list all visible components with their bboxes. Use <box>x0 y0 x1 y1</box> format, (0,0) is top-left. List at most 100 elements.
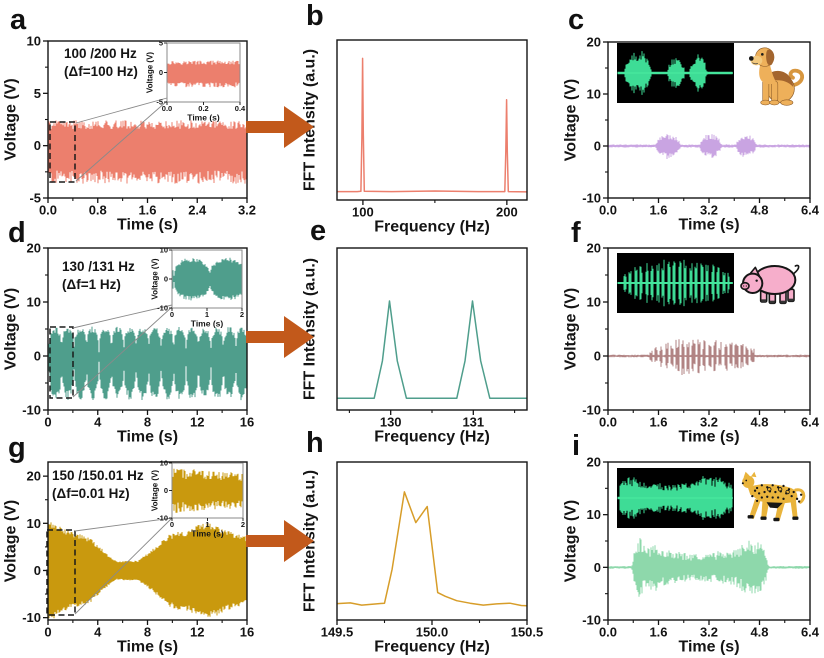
svg-text:Time (s): Time (s) <box>678 216 739 233</box>
svg-text:0.0: 0.0 <box>162 104 172 113</box>
zoom-region-box <box>49 121 76 183</box>
svg-text:Voltage (V): Voltage (V) <box>146 52 155 94</box>
panel-label-h: h <box>306 427 324 459</box>
panel-label-g: g <box>8 432 26 464</box>
svg-text:10: 10 <box>160 246 168 255</box>
zoom-connector-line <box>72 306 173 398</box>
chart-waveform-i: 0.0 1.6 3.2 4.8 6.4 -10 0 10 20 Time (s) Voltage (… <box>563 455 820 656</box>
svg-text:(Δf=1 Hz): (Δf=1 Hz) <box>62 277 121 292</box>
chart-waveform-f: 0.0 1.6 3.2 4.8 6.4 -10 0 10 20 Time (s) Voltage (… <box>563 241 820 446</box>
svg-text:4: 4 <box>94 415 102 430</box>
waveform-trace <box>47 522 248 619</box>
svg-text:10: 10 <box>27 34 41 49</box>
svg-text:10: 10 <box>587 507 601 522</box>
svg-text:4.8: 4.8 <box>750 203 768 218</box>
svg-text:0: 0 <box>34 138 41 153</box>
svg-text:Time (s): Time (s) <box>678 428 739 445</box>
svg-text:0: 0 <box>159 68 163 77</box>
svg-text:4: 4 <box>94 625 102 640</box>
svg-text:5: 5 <box>34 86 41 101</box>
fft-curve <box>337 57 528 193</box>
waveform-trace <box>172 468 243 513</box>
svg-text:4.8: 4.8 <box>750 625 768 640</box>
svg-text:2.4: 2.4 <box>188 203 207 218</box>
plot-frame <box>336 247 528 411</box>
zoom-connector-line <box>75 100 168 182</box>
svg-text:(Δf=100 Hz): (Δf=100 Hz) <box>64 64 138 79</box>
svg-text:16: 16 <box>240 625 254 640</box>
panel-label-b: b <box>306 0 324 32</box>
svg-text:20: 20 <box>27 241 41 256</box>
svg-text:10: 10 <box>587 87 601 102</box>
svg-text:10: 10 <box>27 516 41 531</box>
svg-text:-10: -10 <box>157 514 168 523</box>
panel-label-i: i <box>572 430 581 462</box>
svg-text:10: 10 <box>160 459 168 468</box>
dog-image <box>748 47 805 106</box>
svg-text:10: 10 <box>27 295 41 310</box>
oscilloscope-inset <box>617 253 734 313</box>
panel-label-d: d <box>8 217 26 249</box>
svg-text:20: 20 <box>27 469 41 484</box>
svg-text:1.6: 1.6 <box>649 203 667 218</box>
waveform-trace <box>47 120 248 184</box>
svg-text:0: 0 <box>594 139 601 154</box>
fft-curve <box>336 491 528 607</box>
svg-text:5: 5 <box>159 39 163 48</box>
svg-text:100 /200 Hz: 100 /200 Hz <box>64 46 137 61</box>
svg-text:0.2: 0.2 <box>198 104 208 113</box>
svg-text:150 /150.01 Hz: 150 /150.01 Hz <box>52 468 144 483</box>
svg-text:16: 16 <box>240 415 254 430</box>
zoom-region-box <box>46 529 76 616</box>
svg-text:Voltage (V): Voltage (V) <box>563 288 580 370</box>
panel-label-f: f <box>571 217 581 249</box>
svg-text:Time (s): Time (s) <box>187 112 220 122</box>
svg-text:0: 0 <box>170 520 174 529</box>
svg-text:FFT Intensity (a.u.): FFT Intensity (a.u.) <box>302 258 319 400</box>
plot-frame <box>336 39 528 201</box>
svg-text:FFT Intensity (a.u.): FFT Intensity (a.u.) <box>302 49 319 191</box>
flow-arrow-icon <box>246 316 314 358</box>
svg-text:2: 2 <box>240 310 244 319</box>
svg-text:0.0: 0.0 <box>599 203 617 218</box>
svg-text:2: 2 <box>241 520 245 529</box>
svg-text:6.4: 6.4 <box>801 625 820 640</box>
svg-text:-10: -10 <box>22 610 41 625</box>
svg-text:10: 10 <box>587 295 601 310</box>
svg-text:0: 0 <box>164 275 168 284</box>
svg-text:-10: -10 <box>22 403 41 418</box>
svg-text:131: 131 <box>462 415 484 430</box>
svg-text:4.8: 4.8 <box>750 415 768 430</box>
waveform-trace <box>607 339 811 375</box>
svg-text:-5: -5 <box>29 191 41 206</box>
svg-text:8: 8 <box>144 415 151 430</box>
svg-text:Time (s): Time (s) <box>678 638 739 655</box>
svg-text:3.2: 3.2 <box>700 415 718 430</box>
svg-text:Frequency (Hz): Frequency (Hz) <box>374 428 490 445</box>
oscilloscope-inset <box>617 468 734 528</box>
svg-text:20: 20 <box>587 241 601 256</box>
waveform-trace <box>607 538 811 597</box>
svg-text:Voltage (V): Voltage (V) <box>3 78 20 160</box>
zoom-connector-line <box>74 517 173 615</box>
chart-waveform-a: 0.0 0.8 1.6 2.4 3.2 -5 0 5 10 Time (s) Voltage (V)… <box>3 34 257 234</box>
svg-text:100: 100 <box>352 205 374 220</box>
svg-text:0.0: 0.0 <box>599 415 617 430</box>
pig-image <box>740 264 800 305</box>
zoom-inset: 0.0 0.2 0.4 -5 0 5 Time (s) Voltage (V) <box>146 39 247 123</box>
svg-text:0: 0 <box>34 349 41 364</box>
panel-label-a: a <box>10 4 27 36</box>
zoom-connector-line <box>74 517 173 532</box>
svg-text:0: 0 <box>34 563 41 578</box>
svg-text:200: 200 <box>496 205 518 220</box>
svg-text:-10: -10 <box>157 304 168 313</box>
zoom-connector-line <box>72 304 173 329</box>
panel-label-c: c <box>568 4 585 36</box>
svg-text:Voltage (V): Voltage (V) <box>3 500 20 582</box>
svg-text:-10: -10 <box>582 613 601 628</box>
svg-text:1: 1 <box>205 310 209 319</box>
flow-arrow-icon <box>246 520 314 562</box>
